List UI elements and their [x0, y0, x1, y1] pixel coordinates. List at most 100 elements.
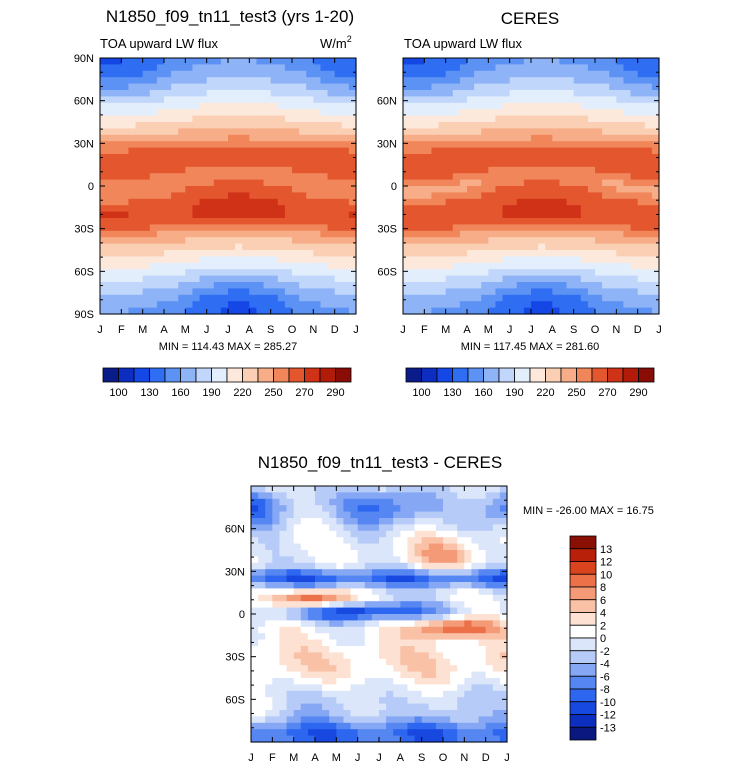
- heat-cell: [327, 166, 336, 174]
- heat-cell: [300, 626, 309, 634]
- heat-cell: [286, 678, 295, 685]
- heat-cell: [270, 294, 279, 302]
- heat-cell: [315, 646, 323, 653]
- heat-cell: [559, 70, 568, 78]
- heat-cell: [499, 652, 508, 660]
- heat-cell: [192, 218, 201, 225]
- heat-cell: [443, 735, 451, 743]
- heat-cell: [421, 492, 430, 500]
- heat-cell: [424, 211, 433, 219]
- heat-cell: [357, 550, 366, 557]
- heat-cell: [644, 192, 653, 200]
- heat-cell: [587, 218, 596, 225]
- heat-cell: [327, 224, 336, 232]
- heat-cell: [464, 690, 473, 698]
- heat-cell: [279, 575, 288, 583]
- month-tick-label: A: [311, 752, 319, 764]
- heat-cell: [178, 205, 186, 213]
- heat-cell: [121, 64, 130, 72]
- heat-cell: [531, 237, 539, 245]
- heat-cell: [516, 230, 525, 238]
- heat-cell: [334, 128, 343, 136]
- heat-cell: [220, 115, 229, 123]
- heat-cell: [595, 70, 603, 78]
- heat-cell: [485, 562, 494, 570]
- heat-cell: [410, 243, 418, 251]
- heat-cell: [595, 141, 603, 149]
- heat-cell: [602, 211, 610, 219]
- heat-cell: [357, 518, 366, 525]
- heat-cell: [410, 115, 418, 123]
- heat-cell: [292, 160, 300, 168]
- heat-cell: [481, 198, 489, 206]
- heat-cell: [623, 90, 632, 97]
- heat-cell: [107, 70, 115, 78]
- colorbar-box: [569, 612, 597, 626]
- colorbar-box: [569, 535, 597, 550]
- heat-cell: [492, 716, 501, 724]
- heat-cell: [213, 109, 222, 117]
- heat-cell: [471, 505, 480, 513]
- heat-cell: [263, 147, 272, 155]
- heat-cell: [516, 115, 525, 123]
- heat-cell: [341, 173, 350, 181]
- heat-cell: [403, 134, 411, 142]
- heat-cell: [488, 109, 497, 117]
- heat-cell: [185, 230, 194, 238]
- heat-cell: [357, 697, 366, 705]
- heat-cell: [531, 250, 539, 257]
- heat-cell: [545, 134, 553, 142]
- heat-cell: [334, 205, 343, 213]
- heat-cell: [502, 90, 511, 97]
- heat-cell: [329, 601, 337, 609]
- heat-cell: [128, 205, 137, 213]
- heat-cell: [242, 83, 250, 91]
- heat-cell: [149, 288, 158, 296]
- heat-cell: [299, 269, 307, 277]
- heat-cell: [263, 237, 272, 245]
- heat-cell: [499, 601, 508, 609]
- heat-cell: [407, 556, 416, 564]
- heat-cell: [156, 288, 165, 296]
- heat-cell: [421, 614, 430, 621]
- heat-cell: [459, 173, 468, 181]
- heat-cell: [457, 716, 465, 724]
- heat-cell: [474, 218, 482, 225]
- heat-cell: [417, 243, 425, 251]
- heat-cell: [343, 607, 352, 615]
- heat-cell: [630, 294, 639, 302]
- heat-cell: [107, 115, 115, 123]
- heat-cell: [435, 710, 444, 717]
- heat-cell: [192, 230, 201, 238]
- heat-cell: [292, 218, 300, 225]
- heat-cell: [107, 224, 115, 232]
- heat-cell: [630, 243, 639, 251]
- heat-cell: [107, 96, 115, 104]
- heat-cell: [474, 58, 482, 65]
- heat-cell: [609, 218, 617, 225]
- heat-cell: [417, 147, 425, 155]
- heat-cell: [171, 198, 179, 206]
- heat-cell: [306, 179, 314, 187]
- heat-cell: [235, 224, 243, 232]
- heat-cell: [299, 83, 307, 91]
- heat-cell: [421, 671, 430, 679]
- heat-cell: [464, 729, 473, 737]
- heat-cell: [379, 601, 387, 609]
- heat-cell: [552, 122, 561, 129]
- heat-cell: [341, 211, 350, 219]
- heat-cell: [538, 198, 546, 206]
- heat-cell: [121, 250, 130, 257]
- heat-cell: [272, 633, 281, 641]
- heat-cell: [265, 690, 273, 698]
- heat-cell: [637, 288, 646, 296]
- heat-cell: [428, 543, 437, 551]
- month-tick-label: J: [528, 324, 534, 336]
- heat-cell: [393, 543, 401, 551]
- heat-cell: [499, 639, 508, 647]
- heat-cell: [293, 633, 302, 641]
- heat-cell: [128, 154, 137, 161]
- heat-cell: [315, 524, 323, 532]
- heat-cell: [431, 70, 440, 78]
- heat-cell: [299, 301, 307, 309]
